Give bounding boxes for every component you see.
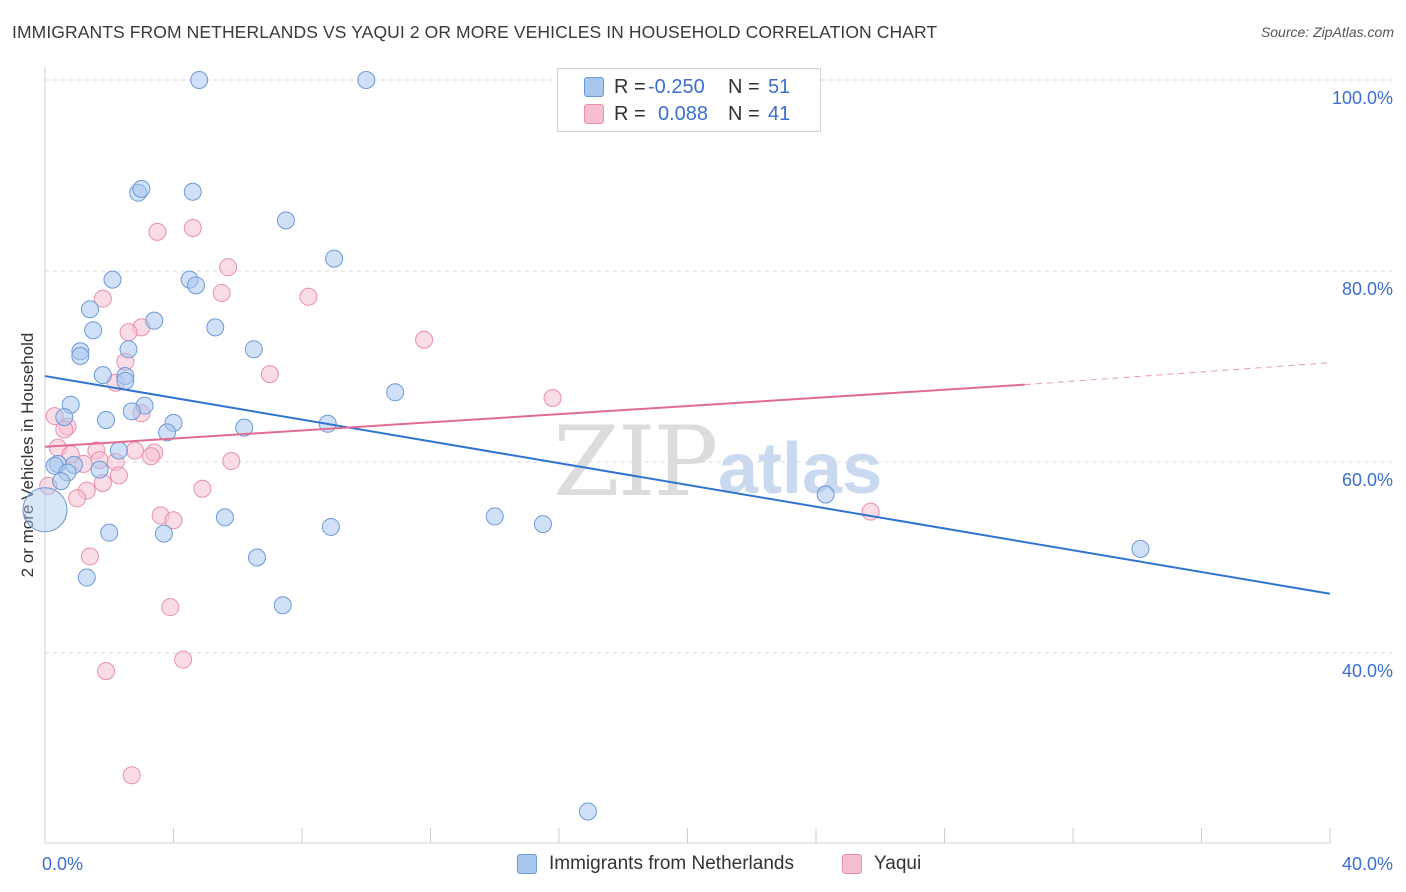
netherlands-point (158, 423, 177, 442)
yaqui-point (122, 766, 141, 785)
yaqui-point (222, 452, 241, 471)
yaqui-point (93, 289, 112, 308)
yaqui-point (80, 547, 99, 566)
netherlands-point (84, 321, 103, 340)
netherlands-point (90, 460, 109, 479)
netherlands-point (235, 418, 254, 437)
netherlands-point (122, 402, 141, 421)
netherlands-point (244, 340, 263, 359)
yaqui-point (109, 466, 128, 485)
netherlands-point (52, 472, 71, 491)
netherlands-point (103, 270, 122, 289)
yaqui-trend-extension (1024, 362, 1331, 386)
netherlands-point (186, 276, 205, 295)
netherlands-point (190, 71, 209, 89)
legend-n-label: N = (728, 75, 760, 98)
yaqui-point (219, 258, 238, 277)
netherlands-point (97, 410, 116, 429)
yaqui-point (299, 287, 318, 306)
x-tick-label: 40.0% (1342, 854, 1393, 874)
source-label: Source: ZipAtlas.com (1260, 24, 1394, 40)
netherlands-point (357, 71, 376, 89)
legend-n-value: 41 (768, 102, 791, 125)
yaqui-point (148, 222, 167, 241)
y-axis-title: 2 or more Vehicles in Household (18, 333, 37, 578)
netherlands-point (183, 182, 202, 201)
netherlands-point (206, 318, 225, 337)
yaqui-point (161, 598, 180, 617)
yaqui-point (260, 365, 279, 384)
netherlands-point (321, 517, 340, 536)
yaqui-point (193, 479, 212, 498)
netherlands-point (248, 548, 267, 567)
bottom-legend-label: Yaqui (874, 853, 922, 874)
legend-r-label: R = (614, 102, 646, 125)
yaqui-point (119, 323, 138, 342)
netherlands-point (93, 366, 112, 385)
netherlands-point (80, 300, 99, 319)
yaqui-point (68, 489, 87, 508)
bottom-legend-swatch-blue (517, 854, 537, 874)
netherlands-point (71, 346, 90, 365)
netherlands-point (119, 340, 138, 359)
legend-row-netherlands: R = -0.250 N = 51 (584, 75, 790, 99)
netherlands-point (109, 441, 128, 460)
yaqui-trend-line (44, 383, 1025, 448)
y-tick-label: 80.0% (1342, 279, 1393, 299)
yaqui-point (97, 662, 116, 681)
netherlands-point (816, 485, 835, 504)
yaqui-point (212, 283, 231, 302)
netherlands-point (1131, 539, 1150, 558)
yaqui-point (125, 441, 144, 460)
watermark-zip: ZIP (553, 406, 718, 518)
netherlands-point (100, 523, 119, 542)
yaqui-point (164, 511, 183, 530)
yaqui-point (415, 330, 434, 349)
bottom-legend-swatch-pink (842, 854, 862, 874)
netherlands-point (276, 211, 295, 230)
yaqui-point (142, 447, 161, 466)
yaqui-point (174, 650, 193, 669)
legend-swatch-pink (584, 104, 604, 124)
yaqui-point (183, 219, 202, 238)
netherlands-point (386, 383, 405, 402)
legend-n-label: N = (728, 102, 760, 125)
netherlands-point (132, 179, 151, 198)
netherlands-point (145, 311, 164, 330)
y-tick-label: 40.0% (1342, 661, 1393, 681)
legend-swatch-blue (584, 77, 604, 97)
netherlands-point (533, 515, 552, 534)
netherlands-point (273, 596, 292, 615)
netherlands-point (325, 249, 344, 268)
netherlands-point (215, 508, 234, 527)
netherlands-trend-line (44, 375, 1331, 595)
y-tick-label: 100.0% (1332, 88, 1393, 108)
legend-row-yaqui: R = 0.088 N = 41 (584, 102, 790, 126)
stats-legend: R = -0.250 N = 51 R = 0.088 N = 41 (557, 68, 821, 132)
bottom-legend-label: Immigrants from Netherlands (549, 853, 794, 874)
y-tick-label: 60.0% (1342, 470, 1393, 490)
chart-title: IMMIGRANTS FROM NETHERLANDS VS YAQUI 2 O… (12, 22, 938, 42)
netherlands-point (485, 507, 504, 526)
netherlands-point (154, 524, 173, 543)
legend-r-value: -0.250 (648, 75, 705, 98)
legend-n-value: 51 (768, 75, 791, 98)
netherlands-point (77, 568, 96, 587)
netherlands-point (116, 371, 135, 390)
x-tick-label: 0.0% (42, 854, 83, 874)
bottom-legend-yaqui: Yaqui (842, 852, 921, 876)
yaqui-point (543, 389, 562, 408)
netherlands-point (22, 487, 68, 533)
netherlands-point (578, 802, 597, 821)
netherlands-point (55, 408, 74, 427)
legend-r-value: 0.088 (658, 102, 709, 125)
legend-r-label: R = (614, 75, 646, 98)
bottom-legend-netherlands: Immigrants from Netherlands (517, 852, 794, 876)
